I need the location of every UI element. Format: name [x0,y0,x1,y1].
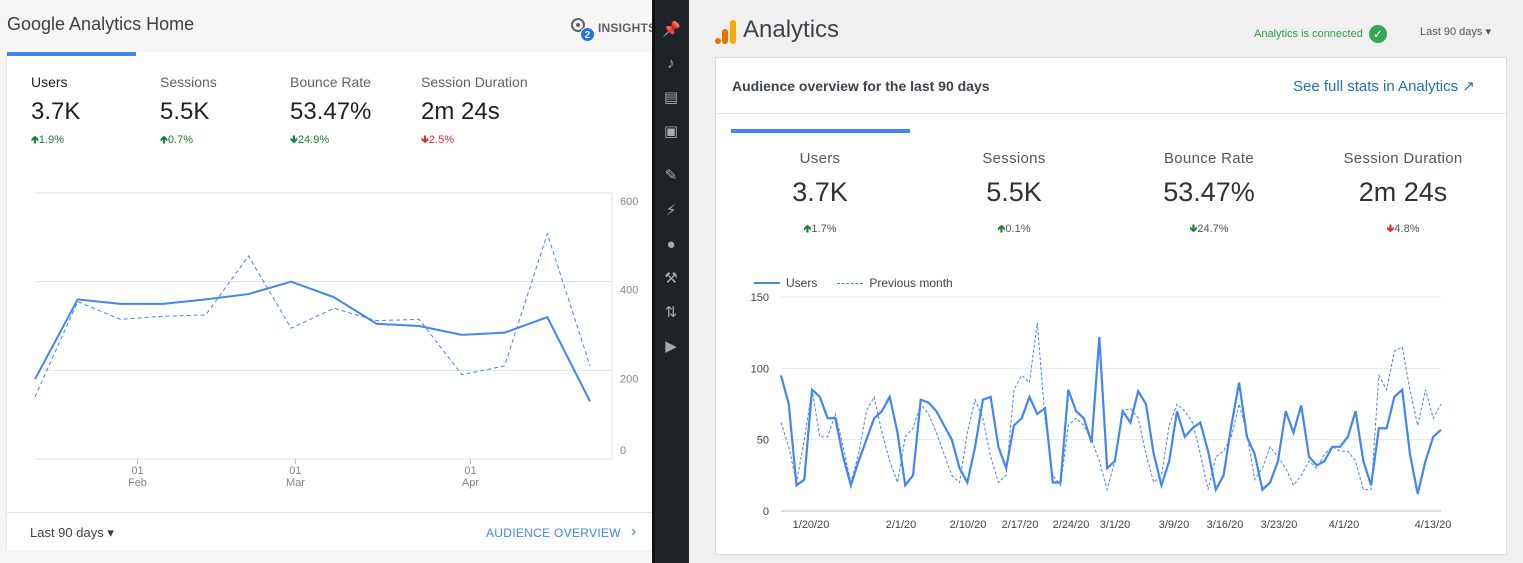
users-icon[interactable]: ● [666,236,676,253]
chevron-right-icon[interactable]: › [631,523,637,540]
metric-tab-bounce-rate[interactable]: Bounce Rate 53.47% 🢃24.7% [1114,150,1304,239]
metric-tab-session-duration[interactable]: Session Duration 2m 24s 🢃4.8% [1308,150,1498,239]
arrow-up-icon: 🢁 [997,223,1006,235]
metric-value: 53.47% [1163,177,1255,207]
metric-value: 5.5K [160,98,210,125]
wp-analytics-panel: Analytics Analytics is connected ✓ Last … [689,0,1523,563]
dropdown-caret-icon: ▾ [1485,26,1491,38]
check-icon: ✓ [1368,25,1387,43]
ga-home-panel: Google Analytics Home 2 INSIGHTS Users 3… [0,0,656,563]
connection-status: Analytics is connected ✓ [1254,25,1387,43]
card-header: Audience overview for the last 90 days S… [716,58,1506,114]
metric-tab-session-duration[interactable]: Session Duration 2m 24s 🢃2.5% [421,74,528,150]
metric-change: 🢃4.8% [1386,223,1420,235]
pages-icon[interactable]: ▤ [663,89,679,106]
metric-label: Users [31,74,68,90]
date-range-select[interactable]: Last 90 days ▾ [1420,26,1491,38]
active-tab-indicator [731,129,910,133]
pin-icon[interactable]: 📌 [662,21,681,38]
brand-title: Analytics [743,16,840,43]
analytics-brand: Analytics [715,16,839,44]
metric-change: 🢁1.9% [31,134,64,146]
arrow-up-icon: 🢁 [803,223,812,235]
metric-label: Sessions [982,150,1046,167]
tools-icon[interactable]: ⚒ [664,270,678,287]
metric-change: 🢁0.1% [997,223,1031,235]
metric-label: Session Duration [1343,150,1463,167]
full-stats-link[interactable]: See full stats in Analytics ↗ [1293,78,1475,95]
metric-label: Bounce Rate [1163,150,1255,167]
metric-change: 🢃2.5% [421,134,454,146]
settings-icon[interactable]: ⇅ [664,304,678,321]
metric-change: 🢃24.9% [290,134,330,146]
panel-title: Google Analytics Home [7,14,195,34]
insights-button[interactable]: 2 INSIGHTS [570,17,657,42]
metric-value: 3.7K [31,98,81,125]
legend-label-previous: Previous month [869,276,953,290]
arrow-up-icon: 🢁 [31,134,39,146]
metric-value: 5.5K [986,177,1042,207]
metric-label: Bounce Rate [290,74,371,90]
insights-label: INSIGHTS [598,21,657,35]
metric-label: Sessions [160,74,217,90]
legend-swatch-users [754,282,780,284]
panel-footer: Last 90 days ▾ AUDIENCE OVERVIEW › [7,512,652,550]
panel-divider [652,0,655,563]
analytics-logo-icon [715,20,736,44]
metric-value: 2m 24s [421,98,500,125]
arrow-up-icon: 🢁 [160,134,168,146]
active-tab-indicator [7,52,136,56]
metric-change: 🢁0.7% [160,134,193,146]
arrow-down-icon: 🢃 [1189,223,1198,235]
dropdown-caret-icon: ▾ [107,525,114,540]
comments-icon[interactable]: ▣ [663,123,679,140]
insights-badge: 2 [580,27,595,42]
metric-label: Users [799,150,841,167]
metric-value: 2m 24s [1358,177,1448,207]
plugins-icon[interactable]: ⚡ [665,202,677,219]
summary-card: Users 3.7K 🢁1.9% Sessions 5.5K 🢁0.7% Bou… [7,52,652,548]
play-icon[interactable]: ▶ [665,338,677,355]
metric-change: 🢁1.7% [803,223,837,235]
appearance-icon[interactable]: ✎ [664,167,678,184]
metric-change: 🢃24.7% [1189,223,1229,235]
date-range-dropdown[interactable]: Last 90 days ▾ [30,525,114,540]
external-link-icon: ↗ [1462,78,1475,95]
metric-tab-sessions[interactable]: Sessions 5.5K 🢁0.1% [919,150,1109,239]
insights-icon: 2 [570,17,595,42]
chart-legend: Users Previous month [754,276,953,290]
arrow-down-icon: 🢃 [421,134,429,146]
media-icon[interactable]: ♪ [667,55,675,72]
card-title: Audience overview for the last 90 days [732,78,990,94]
metric-tab-users[interactable]: Users 3.7K 🢁1.7% [725,150,915,239]
metric-tab-users[interactable]: Users 3.7K 🢁1.9% [31,74,80,150]
panel-header: Google Analytics Home 2 INSIGHTS [0,0,656,52]
arrow-down-icon: 🢃 [1386,223,1395,235]
metric-value: 53.47% [290,98,372,125]
legend-label-users: Users [786,276,818,290]
metric-value: 3.7K [792,177,848,207]
metric-tab-sessions[interactable]: Sessions 5.5K 🢁0.7% [160,74,217,150]
metric-tab-bounce-rate[interactable]: Bounce Rate 53.47% 🢃24.9% [290,74,371,150]
audience-overview-link[interactable]: AUDIENCE OVERVIEW [486,526,621,540]
metric-label: Session Duration [421,74,528,90]
legend-swatch-previous [837,282,864,284]
audience-card: Audience overview for the last 90 days S… [715,57,1507,555]
arrow-down-icon: 🢃 [290,134,298,146]
admin-sidebar: 📌 ♪ ▤ ▣ ✎ ⚡ ● ⚒ ⇅ ▶ [652,0,689,563]
